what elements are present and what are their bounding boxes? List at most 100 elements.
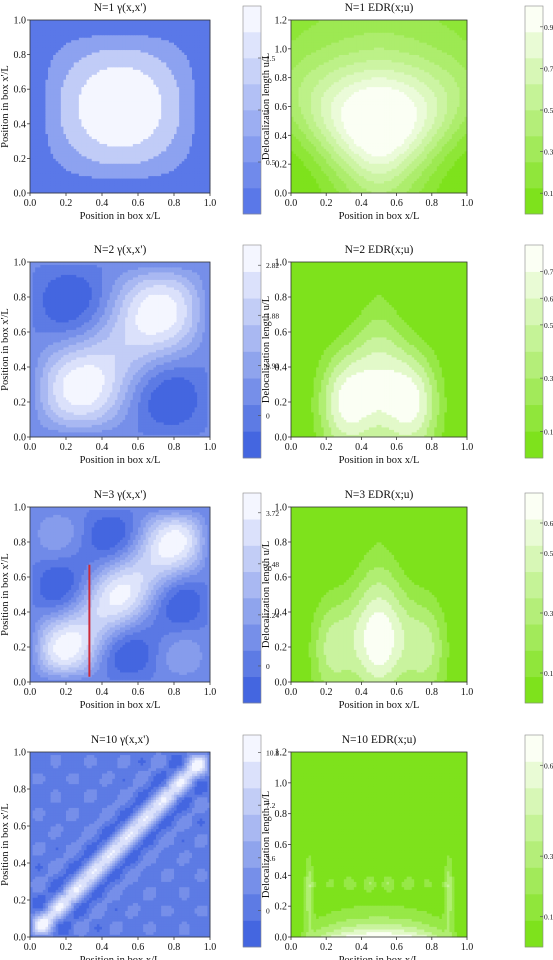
contour-cell <box>179 22 182 25</box>
contour-cell <box>159 94 162 97</box>
contour-cell <box>53 30 56 33</box>
contour-cell <box>94 52 97 55</box>
colorbar-band <box>243 32 261 58</box>
contour-cell <box>125 37 128 40</box>
contour-cell <box>94 168 97 171</box>
x-tick-label: 0.4 <box>96 198 109 209</box>
contour-cell <box>117 139 120 142</box>
contour-cell <box>63 42 66 45</box>
contour-cell <box>97 166 100 169</box>
contour-cell <box>143 111 146 114</box>
contour-cell <box>97 32 100 35</box>
contour-cell <box>69 72 72 75</box>
contour-cell <box>81 99 84 102</box>
contour-cell <box>153 72 156 75</box>
contour-cell <box>79 149 82 152</box>
contour-cell <box>133 107 136 110</box>
contour-cell <box>105 181 108 184</box>
contour-cell <box>179 178 182 181</box>
contour-cell <box>161 25 164 28</box>
contour-cell <box>56 89 59 92</box>
contour-cell <box>146 72 149 75</box>
contour-cell <box>74 32 77 35</box>
contour-cell <box>63 74 66 77</box>
contour-cell <box>130 62 133 65</box>
contour-cell <box>153 158 156 161</box>
contour-cell <box>197 149 200 152</box>
contour-cell <box>89 62 92 65</box>
contour-cell <box>94 156 97 159</box>
contour-cell <box>202 94 205 97</box>
contour-cell <box>171 87 174 90</box>
contour-cell <box>192 178 195 181</box>
contour-cell <box>105 32 108 35</box>
contour-cell <box>51 158 54 161</box>
contour-cell <box>123 94 126 97</box>
contour-cell <box>51 69 54 72</box>
contour-cell <box>63 60 66 63</box>
contour-cell <box>205 45 208 48</box>
contour-cell <box>135 72 138 75</box>
contour-cell <box>48 166 51 169</box>
contour-cell <box>112 153 115 156</box>
contour-cell <box>51 77 54 80</box>
contour-cell <box>48 149 51 152</box>
contour-cell <box>135 181 138 184</box>
contour-cell <box>192 126 195 129</box>
contour-cell <box>205 77 208 80</box>
contour-cell <box>205 47 208 50</box>
contour-cell <box>107 102 110 105</box>
contour-cell <box>102 186 105 189</box>
contour-cell <box>30 87 33 90</box>
contour-cell <box>128 119 131 122</box>
contour-cell <box>151 84 154 87</box>
contour-cell <box>187 129 190 132</box>
contour-cell <box>161 60 164 63</box>
contour-cell <box>107 166 110 169</box>
contour-cell <box>169 144 172 147</box>
contour-cell <box>53 134 56 137</box>
contour-cell <box>130 35 133 38</box>
contour-cell <box>171 99 174 102</box>
contour-cell <box>84 139 87 142</box>
contour-cell <box>187 62 190 65</box>
contour-cell <box>205 116 208 119</box>
contour-cell <box>197 40 200 43</box>
contour-cell <box>35 52 38 55</box>
contour-cell <box>182 37 185 40</box>
contour-cell <box>164 183 167 186</box>
contour-cell <box>97 89 100 92</box>
contour-cell <box>130 79 133 82</box>
contour-cell <box>30 121 33 124</box>
contour-cell <box>87 149 90 152</box>
contour-cell <box>99 40 102 43</box>
contour-cell <box>33 50 36 53</box>
contour-cell <box>30 139 33 142</box>
contour-cell <box>69 129 72 132</box>
contour-cell <box>197 35 200 38</box>
contour-cell <box>63 134 66 137</box>
contour-cell <box>38 176 41 179</box>
contour-cell <box>128 82 131 85</box>
contour-cell <box>166 74 169 77</box>
contour-cell <box>138 84 141 87</box>
contour-cell <box>156 178 159 181</box>
contour-cell <box>71 136 74 139</box>
contour-cell <box>69 144 72 147</box>
contour-cell <box>94 74 97 77</box>
contour-cell <box>94 109 97 112</box>
contour-cell <box>110 102 113 105</box>
contour-cell <box>169 87 172 90</box>
contour-cell <box>166 129 169 132</box>
contour-cell <box>92 32 95 35</box>
contour-cell <box>107 64 110 67</box>
contour-cell <box>179 181 182 184</box>
contour-cell <box>159 111 162 114</box>
contour-cell <box>35 22 38 25</box>
contour-cell <box>92 60 95 63</box>
contour-cell <box>110 32 113 35</box>
contour-cell <box>105 153 108 156</box>
contour-cell <box>135 121 138 124</box>
contour-cell <box>97 45 100 48</box>
contour-cell <box>141 40 144 43</box>
